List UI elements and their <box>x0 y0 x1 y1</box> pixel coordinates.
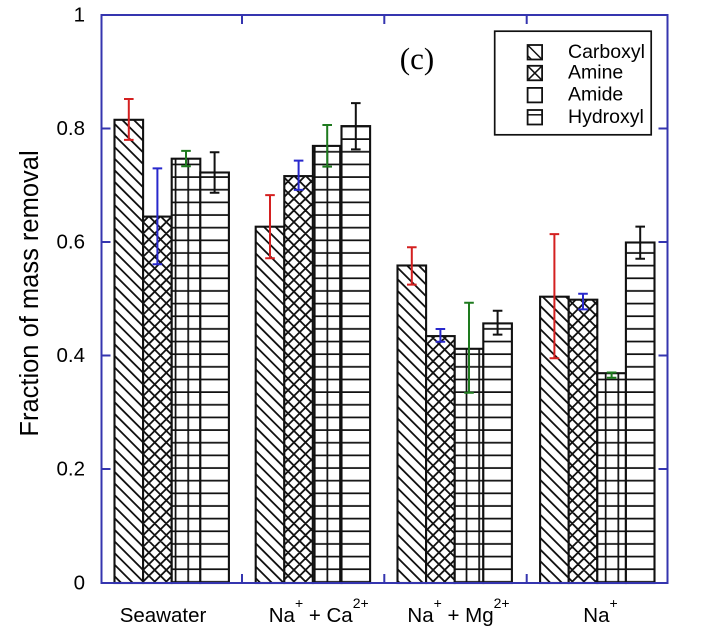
svg-text:0.4: 0.4 <box>57 344 86 367</box>
svg-text:Amine: Amine <box>568 62 623 84</box>
svg-text:Seawater: Seawater <box>120 604 207 627</box>
svg-text:Amide: Amide <box>568 84 623 106</box>
svg-text:0: 0 <box>74 571 85 594</box>
svg-text:1: 1 <box>74 3 85 26</box>
svg-text:(c): (c) <box>400 41 434 76</box>
svg-text:0.2: 0.2 <box>57 457 86 480</box>
svg-text:Fraction of mass removal: Fraction of mass removal <box>16 150 44 436</box>
svg-text:0.8: 0.8 <box>57 117 86 140</box>
svg-text:Carboxyl: Carboxyl <box>568 41 645 63</box>
svg-text:Hydroxyl: Hydroxyl <box>568 106 644 128</box>
svg-text:0.6: 0.6 <box>57 230 86 253</box>
